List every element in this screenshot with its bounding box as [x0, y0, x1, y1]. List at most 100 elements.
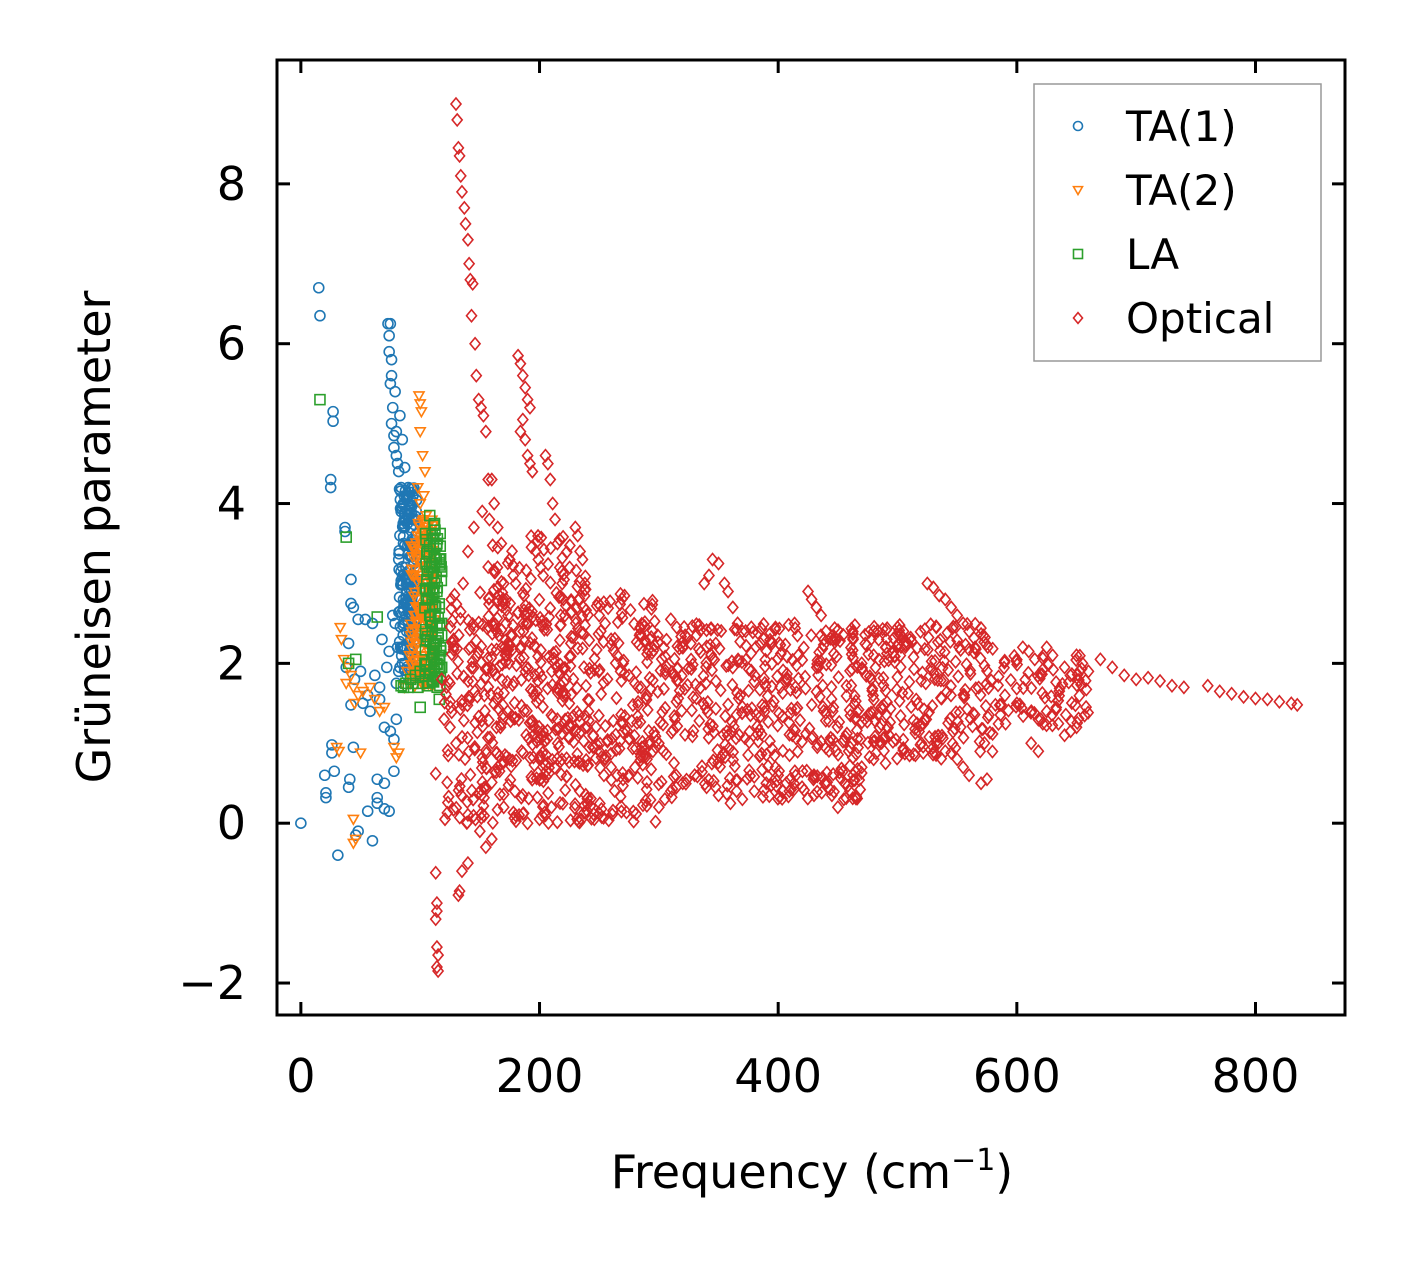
data-point-ta-2: [404, 631, 418, 643]
data-point-optical: [623, 732, 636, 747]
data-point-optical: [479, 743, 493, 758]
data-point-optical: [466, 674, 479, 689]
data-point-optical: [632, 679, 645, 695]
data-point-optical: [455, 863, 469, 879]
data-point-ta-2: [363, 682, 377, 694]
data-point-optical: [743, 734, 756, 750]
data-point-optical: [554, 608, 567, 623]
data-point-optical: [916, 665, 929, 680]
data-point-optical: [537, 568, 550, 583]
data-point-optical: [496, 707, 509, 722]
data-point-optical: [1028, 652, 1041, 667]
data-point-optical: [593, 796, 606, 811]
data-point-ta-1: [397, 593, 410, 606]
data-point-optical: [732, 691, 745, 706]
data-point-optical: [1022, 665, 1035, 681]
data-point-optical: [1046, 648, 1059, 663]
data-point-optical: [522, 731, 535, 746]
data-point-optical: [430, 903, 443, 919]
data-point-optical: [771, 669, 784, 684]
legend-box: [1033, 83, 1322, 362]
data-point-optical: [441, 743, 454, 758]
data-point-ta-1: [383, 805, 395, 818]
data-point-optical: [563, 696, 576, 711]
data-point-optical: [1078, 708, 1091, 723]
data-point-optical: [961, 701, 974, 717]
data-point-optical: [551, 536, 564, 551]
data-point-optical: [889, 732, 902, 747]
data-point-optical: [815, 734, 828, 750]
y-tick-label: 2: [217, 636, 246, 690]
data-point-optical: [947, 619, 960, 634]
data-point-optical: [745, 620, 758, 635]
data-point-optical: [685, 661, 698, 677]
data-point-optical: [788, 764, 801, 779]
data-point-optical: [554, 618, 567, 633]
data-point-optical: [714, 683, 727, 698]
data-point-optical: [493, 787, 506, 802]
data-point-ta-1: [371, 791, 384, 804]
data-point-optical: [953, 705, 966, 720]
legend-label-la: LA: [1126, 230, 1179, 279]
data-point-optical: [503, 655, 516, 671]
data-point-optical: [1038, 690, 1051, 705]
data-point-optical: [467, 808, 480, 824]
data-point-optical: [800, 763, 813, 779]
data-point-optical: [519, 581, 532, 597]
data-point-optical: [810, 684, 823, 699]
data-point-optical: [780, 666, 794, 682]
data-point-optical: [898, 717, 911, 732]
data-point-optical: [1056, 676, 1069, 692]
data-point-optical: [943, 711, 957, 727]
data-point-ta-1: [320, 787, 332, 799]
data-point-optical: [486, 815, 499, 831]
data-point-optical: [855, 656, 868, 671]
data-point-optical: [844, 640, 858, 655]
data-point-optical: [670, 694, 683, 709]
data-point-optical: [1064, 668, 1077, 683]
data-point-optical: [482, 712, 495, 728]
data-point-optical: [615, 673, 628, 689]
data-point-optical: [897, 742, 910, 758]
data-point-la: [431, 537, 443, 550]
data-point-ta-1: [383, 345, 395, 358]
y-tick-label: 6: [217, 317, 246, 371]
data-point-optical: [486, 735, 499, 751]
data-point-optical: [488, 696, 501, 712]
data-point-optical: [608, 631, 621, 646]
data-point-optical: [1013, 697, 1026, 712]
data-point-optical: [897, 740, 910, 756]
data-point-optical: [640, 798, 653, 813]
data-point-optical: [556, 576, 569, 591]
data-point-optical: [673, 641, 686, 656]
data-point-optical: [879, 756, 892, 771]
data-point-optical: [652, 777, 665, 792]
data-point-optical: [730, 783, 743, 799]
y-tick-label: 8: [217, 157, 246, 211]
data-point-ta-2: [389, 753, 403, 765]
data-point-optical: [1080, 699, 1093, 715]
data-point-optical: [1032, 744, 1045, 759]
data-point-optical: [477, 780, 490, 796]
data-point-optical: [934, 673, 947, 688]
data-point-optical: [521, 617, 534, 632]
data-point-optical: [581, 791, 594, 806]
data-point-optical: [484, 730, 497, 745]
data-point-optical: [789, 768, 802, 783]
data-point-optical: [745, 663, 758, 678]
data-point-optical: [891, 620, 904, 635]
data-point-la: [435, 617, 448, 630]
data-point-optical: [789, 702, 802, 717]
data-point-optical: [469, 812, 482, 827]
data-point-optical: [438, 712, 451, 727]
data-point-optical: [1065, 695, 1078, 711]
data-point-optical: [544, 600, 557, 616]
data-point-optical: [772, 706, 786, 721]
data-point-la: [433, 601, 446, 614]
data-point-optical: [581, 720, 594, 735]
data-point-optical: [762, 714, 775, 730]
data-point-optical: [774, 637, 787, 653]
data-point-ta-2: [410, 554, 423, 567]
data-point-optical: [872, 671, 885, 686]
data-point-optical: [470, 649, 483, 664]
